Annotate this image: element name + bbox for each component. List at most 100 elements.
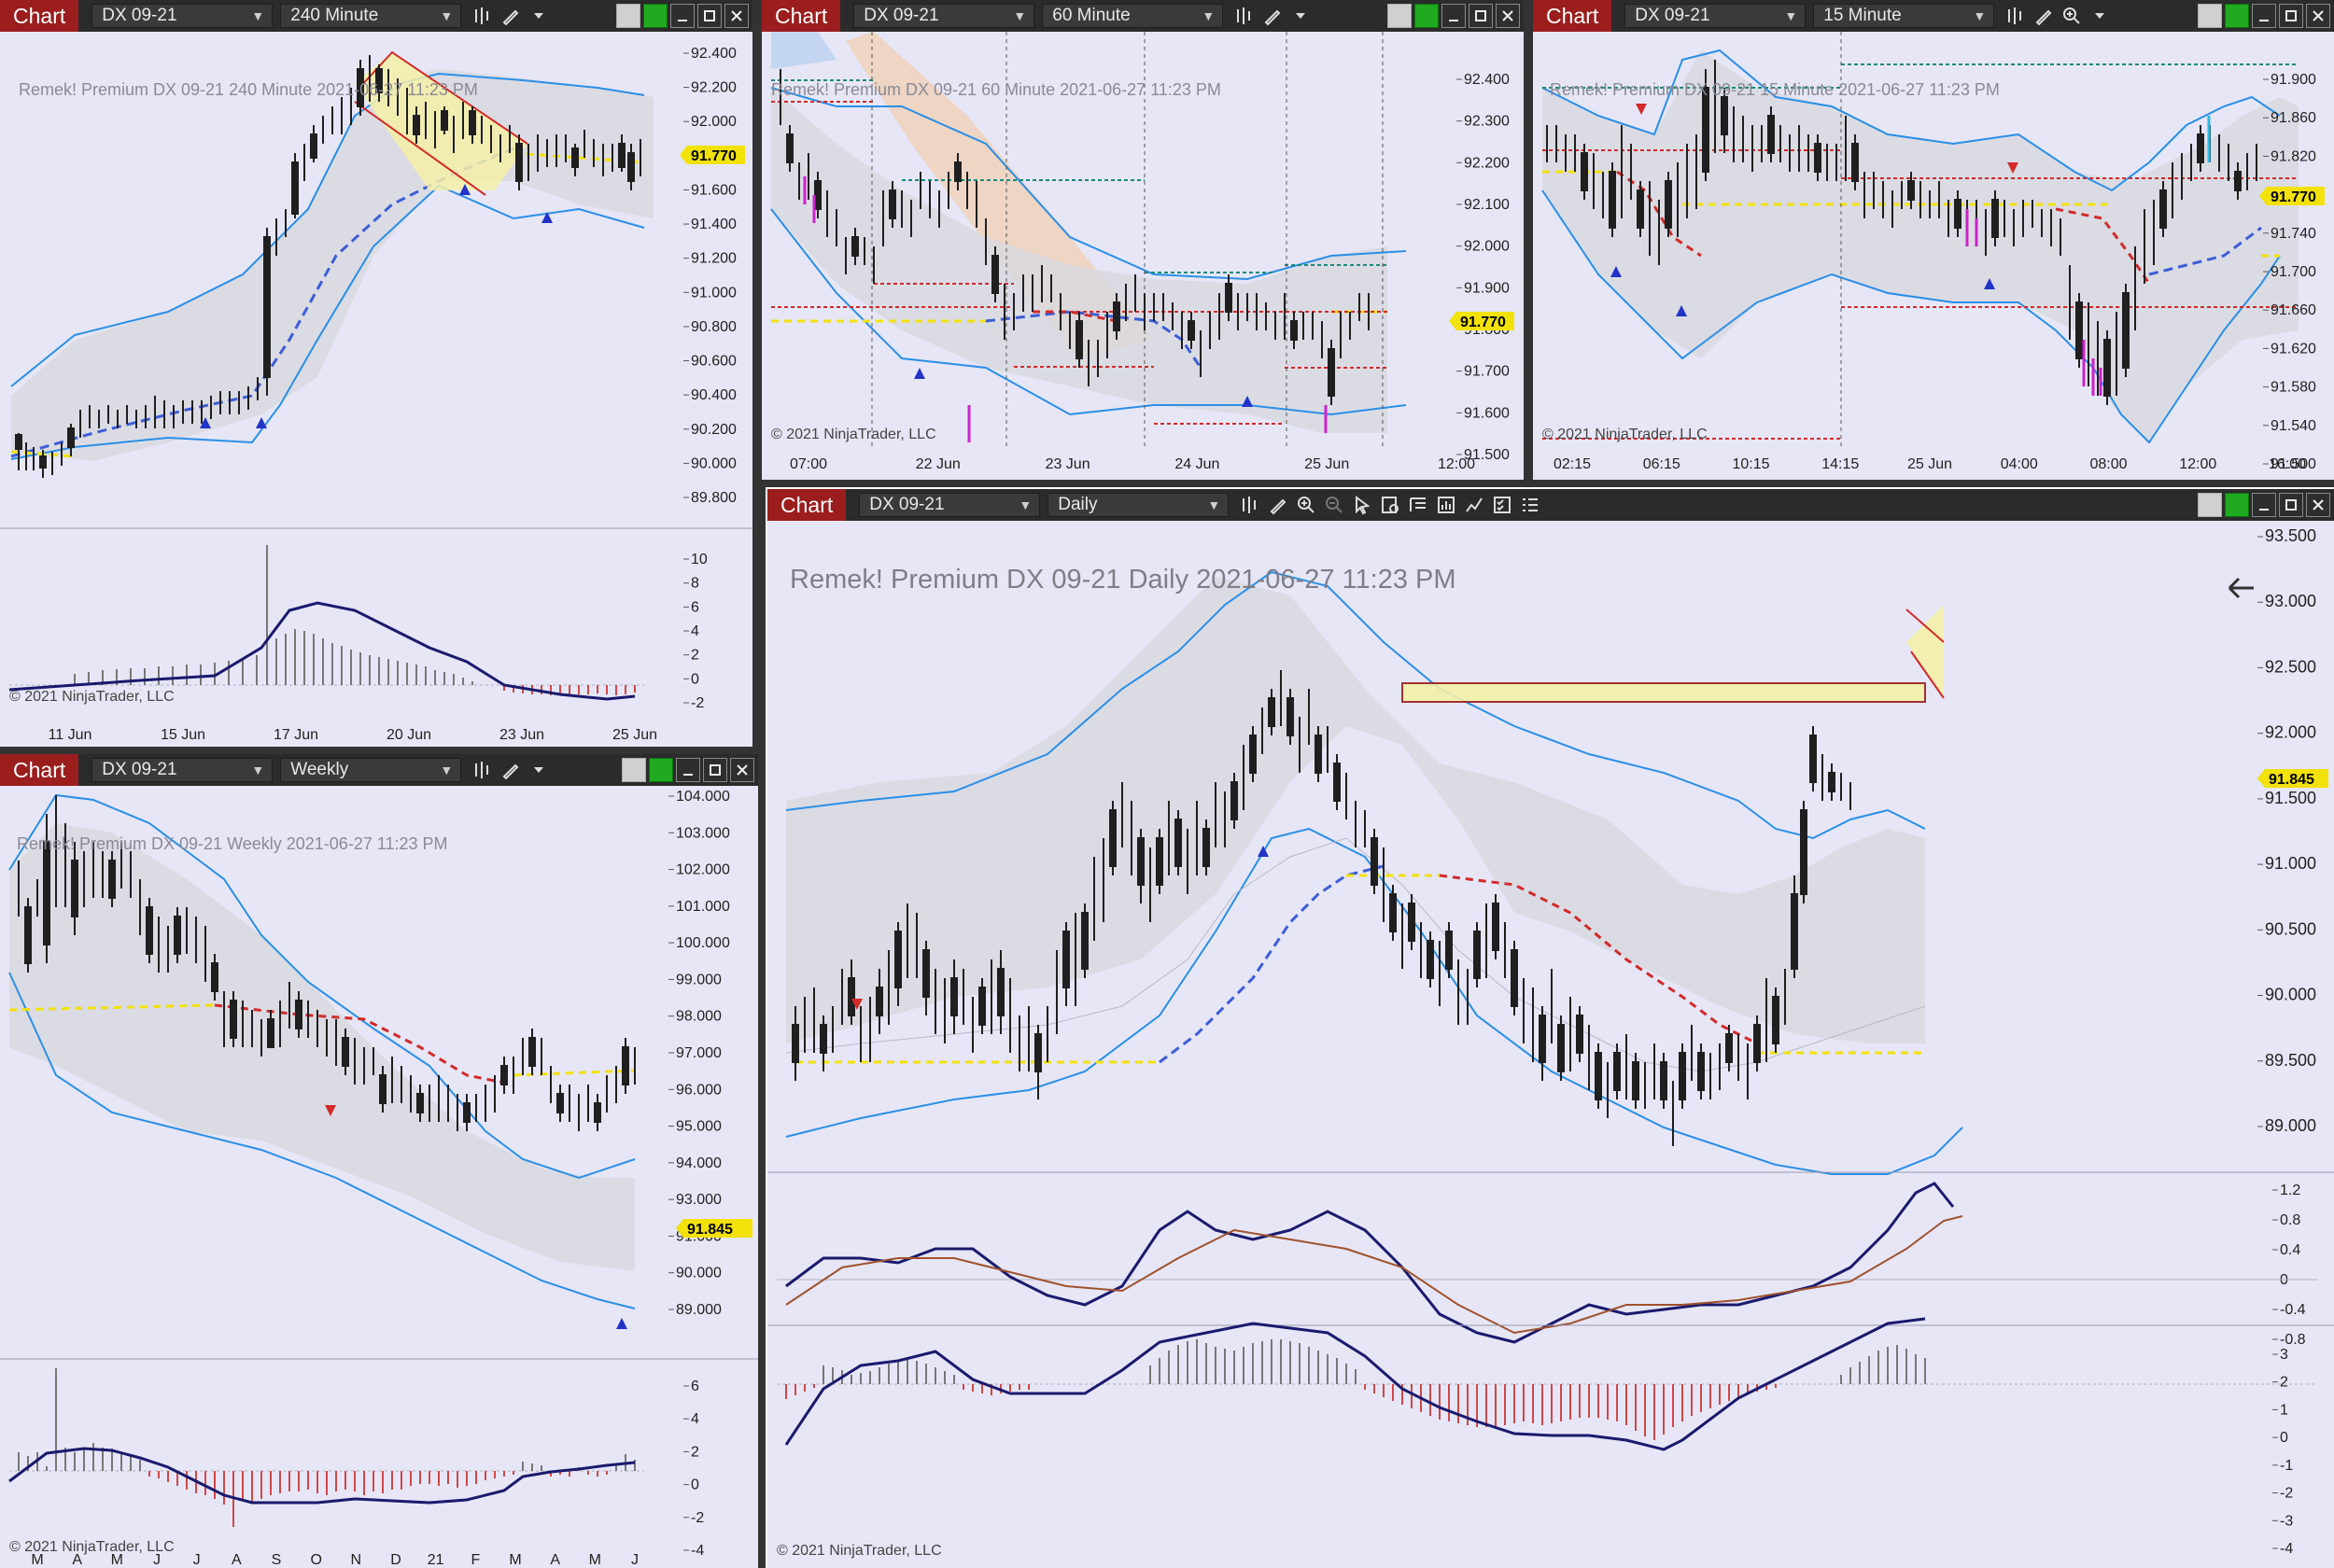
price-axis-label: 91.660 [2271,302,2316,318]
zoom-in-icon[interactable] [2058,2,2086,30]
price-axis-label: 91.700 [2271,264,2316,280]
date-axis-label: 17 Jun [274,727,318,743]
strategies-icon[interactable] [1460,491,1488,519]
timeframe-selector[interactable]: 60 Minute ▼ [1042,4,1224,28]
templates-icon[interactable] [1404,491,1432,519]
drawing-tool-icon[interactable] [1264,491,1292,519]
properties-icon[interactable] [1488,491,1516,519]
bars-type-icon[interactable] [469,2,497,30]
chevron-down-icon[interactable] [1287,2,1315,30]
link-button[interactable] [643,4,668,28]
date-axis-label: M [509,1552,521,1568]
minimize-button[interactable] [1441,4,1466,28]
list-icon[interactable] [1516,491,1544,519]
price-axis: 92.40092.30092.20092.10092.00091.90091.8… [1456,72,1510,463]
oscillator-axis-label: 10 [691,552,708,567]
date-axis: 11 Jun 15 Jun 17 Jun 20 Jun 23 Jun 25 Jun [49,727,657,743]
link-button[interactable] [2225,4,2249,28]
price-axis-label: 93.500 [2265,526,2316,545]
instrument-selector[interactable]: DX 09-21 ▼ [1624,4,1807,28]
maximize-button[interactable] [697,4,722,28]
instrument-selector[interactable]: DX 09-21 ▼ [91,758,274,782]
chart-tab[interactable]: Chart [0,754,79,786]
date-axis-label: A [550,1552,560,1568]
zoom-in-icon[interactable] [1292,491,1320,519]
chevron-down-icon[interactable] [525,756,553,784]
timeframe-selector[interactable]: Weekly ▼ [280,758,462,782]
maximize-button[interactable] [2279,493,2303,517]
bars-type-icon[interactable] [1230,2,1258,30]
maximize-button[interactable] [1469,4,1493,28]
price-axis-label: 91.700 [1464,364,1510,380]
minimize-button[interactable] [2252,4,2276,28]
bars-type-icon[interactable] [2002,2,2030,30]
chart-window-daily: Chart DX 09-21 ▼ Daily ▼ [766,487,2334,1568]
chart-canvas-60[interactable]: Remek! Premium DX 09-21 60 Minute 2021-0… [762,32,1524,480]
oscillator-axis-label: 2 [2280,1375,2288,1391]
price-axis-label: 104.000 [676,789,730,805]
chart-canvas-15[interactable]: Remek! Premium DX 09-21 15 Minute 2021-0… [1533,32,2334,480]
timeframe-value: 60 Minute [1052,6,1131,25]
window-color-button[interactable] [616,4,640,28]
minimize-button[interactable] [676,758,700,782]
window-color-button[interactable] [622,758,646,782]
chevron-down-icon: ▼ [1202,8,1216,23]
drawing-tool-icon[interactable] [2030,2,2058,30]
drawing-tool-icon[interactable] [497,2,525,30]
chart-tab[interactable]: Chart [767,489,847,521]
date-axis-label: 21 [428,1552,444,1568]
close-button[interactable] [2306,493,2330,517]
minimize-button[interactable] [670,4,695,28]
chart-tab[interactable]: Chart [762,0,841,32]
close-button[interactable] [724,4,749,28]
date-axis-label: S [272,1552,282,1568]
window-color-button[interactable] [2198,4,2222,28]
window-titlebar: Chart DX 09-21 ▼ Daily ▼ [767,489,2334,522]
chevron-down-icon[interactable] [2086,2,2114,30]
close-button[interactable] [1496,4,1520,28]
price-axis-label: 97.000 [676,1045,722,1061]
date-axis-label: 23 Jun [499,727,544,743]
chevron-down-icon[interactable] [525,2,553,30]
oscillator-axis-label: -2 [691,1510,704,1526]
link-button[interactable] [2225,493,2249,517]
timeframe-selector[interactable]: Daily ▼ [1047,493,1230,517]
chart-canvas-weekly[interactable]: Remek! Premium DX 09-21 Weekly 2021-06-2… [0,786,758,1568]
pointer-icon[interactable] [1348,491,1376,519]
minimize-button[interactable] [2252,493,2276,517]
data-box-icon[interactable] [1376,491,1404,519]
back-arrow-icon[interactable] [2228,577,2254,599]
maximize-button[interactable] [703,758,727,782]
oscillator-axis-label: 3 [2280,1347,2288,1363]
copyright: © 2021 NinjaTrader, LLC [777,1543,942,1559]
drawing-tool-icon[interactable] [497,756,525,784]
price-axis-label: 101.000 [676,899,730,915]
price-axis-label: 91.500 [2265,789,2316,807]
window-color-button[interactable] [2198,493,2222,517]
close-button[interactable] [2306,4,2330,28]
date-axis-label: M [31,1552,43,1568]
maximize-button[interactable] [2279,4,2303,28]
chart-canvas-daily[interactable]: Remek! Premium DX 09-21 Daily 2021-06-27… [767,521,2334,1568]
timeframe-selector[interactable]: 15 Minute ▼ [1813,4,1995,28]
last-price-value: 91.770 [1460,315,1506,330]
price-axis-label: 89.800 [691,490,737,506]
instrument-selector[interactable]: DX 09-21 ▼ [91,4,274,28]
window-color-button[interactable] [1387,4,1412,28]
zoom-out-icon[interactable] [1320,491,1348,519]
link-button[interactable] [649,758,673,782]
instrument-selector[interactable]: DX 09-21 ▼ [859,493,1041,517]
indicators-icon[interactable] [1432,491,1460,519]
bars-type-icon[interactable] [1236,491,1264,519]
oscillator-axis-label: 0.8 [2280,1212,2300,1228]
link-button[interactable] [1414,4,1439,28]
close-button[interactable] [730,758,754,782]
bars-type-icon[interactable] [469,756,497,784]
drawing-tool-icon[interactable] [1258,2,1287,30]
chart-tab[interactable]: Chart [0,0,79,32]
chart-tab[interactable]: Chart [1533,0,1612,32]
timeframe-selector[interactable]: 240 Minute ▼ [280,4,462,28]
instrument-selector[interactable]: DX 09-21 ▼ [853,4,1035,28]
price-axis-label: 96.000 [676,1082,722,1098]
chart-canvas-240[interactable]: Remek! Premium DX 09-21 240 Minute 2021-… [0,32,752,747]
